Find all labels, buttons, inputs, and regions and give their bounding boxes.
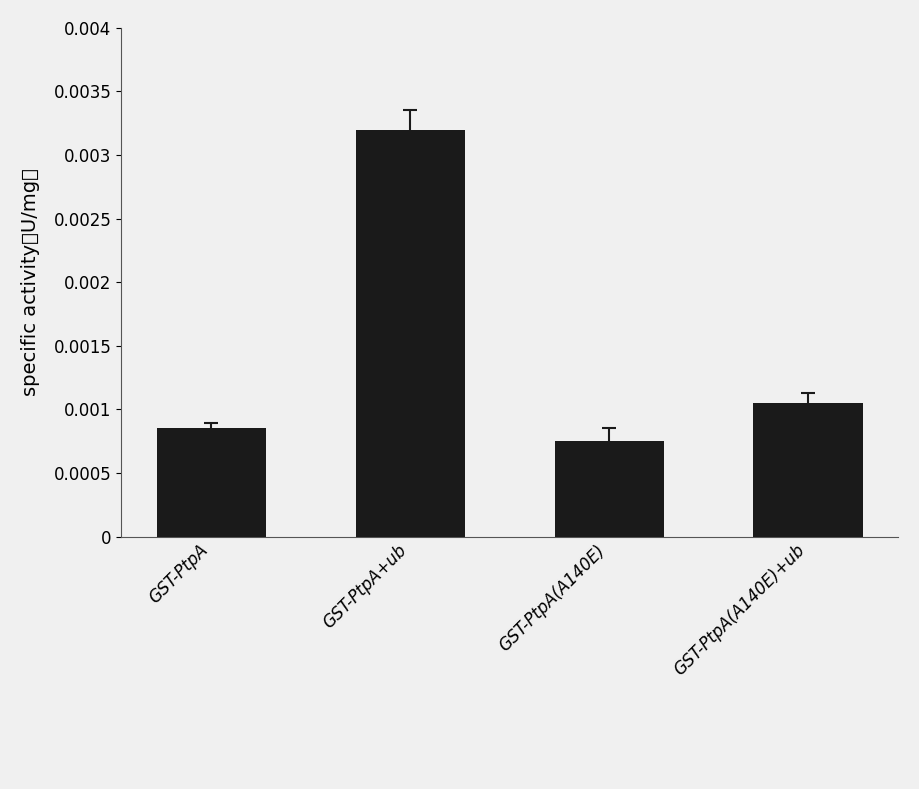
Bar: [156, 428, 266, 537]
Y-axis label: specific activity（U/mg）: specific activity（U/mg）: [21, 168, 40, 396]
Bar: [356, 129, 465, 537]
Bar: [554, 441, 664, 537]
Bar: [754, 403, 863, 537]
